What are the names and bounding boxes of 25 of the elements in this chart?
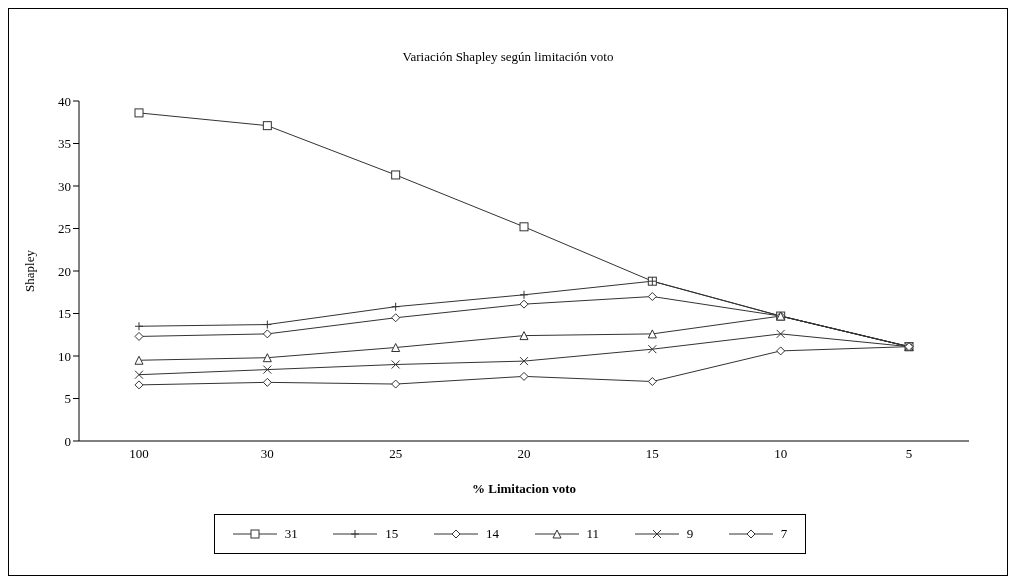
y-tick-label: 10 bbox=[58, 348, 71, 364]
x-tick-label: 25 bbox=[389, 446, 403, 462]
x-tick-label: 20 bbox=[517, 446, 531, 462]
x-tick-label: 15 bbox=[645, 446, 659, 462]
legend-label: 11 bbox=[586, 526, 600, 542]
x-axis-title: % Limitacion voto bbox=[472, 481, 576, 496]
x-tick-label: 10 bbox=[774, 446, 788, 462]
legend-label: 7 bbox=[780, 526, 788, 542]
chart-title: Variación Shapley según limitación voto bbox=[401, 49, 615, 65]
y-tick-label: 15 bbox=[58, 306, 71, 322]
legend-label: 9 bbox=[686, 526, 694, 542]
y-tick-label: 40 bbox=[58, 93, 71, 109]
y-axis-title: Shapley bbox=[21, 249, 37, 292]
y-tick-label: 35 bbox=[58, 136, 71, 152]
legend-label: 15 bbox=[385, 526, 399, 542]
x-tick-label: 100 bbox=[129, 446, 149, 462]
x-tick-label: 5 bbox=[905, 446, 913, 462]
y-tick-label: 25 bbox=[58, 221, 71, 237]
y-tick-label: 5 bbox=[64, 391, 71, 407]
y-tick-label: 30 bbox=[58, 178, 71, 194]
y-tick-label: 0 bbox=[64, 433, 71, 449]
y-tick-label: 20 bbox=[58, 263, 71, 279]
legend-label: 31 bbox=[284, 526, 298, 542]
legend-label: 14 bbox=[485, 526, 499, 542]
x-tick-label: 30 bbox=[260, 446, 274, 462]
